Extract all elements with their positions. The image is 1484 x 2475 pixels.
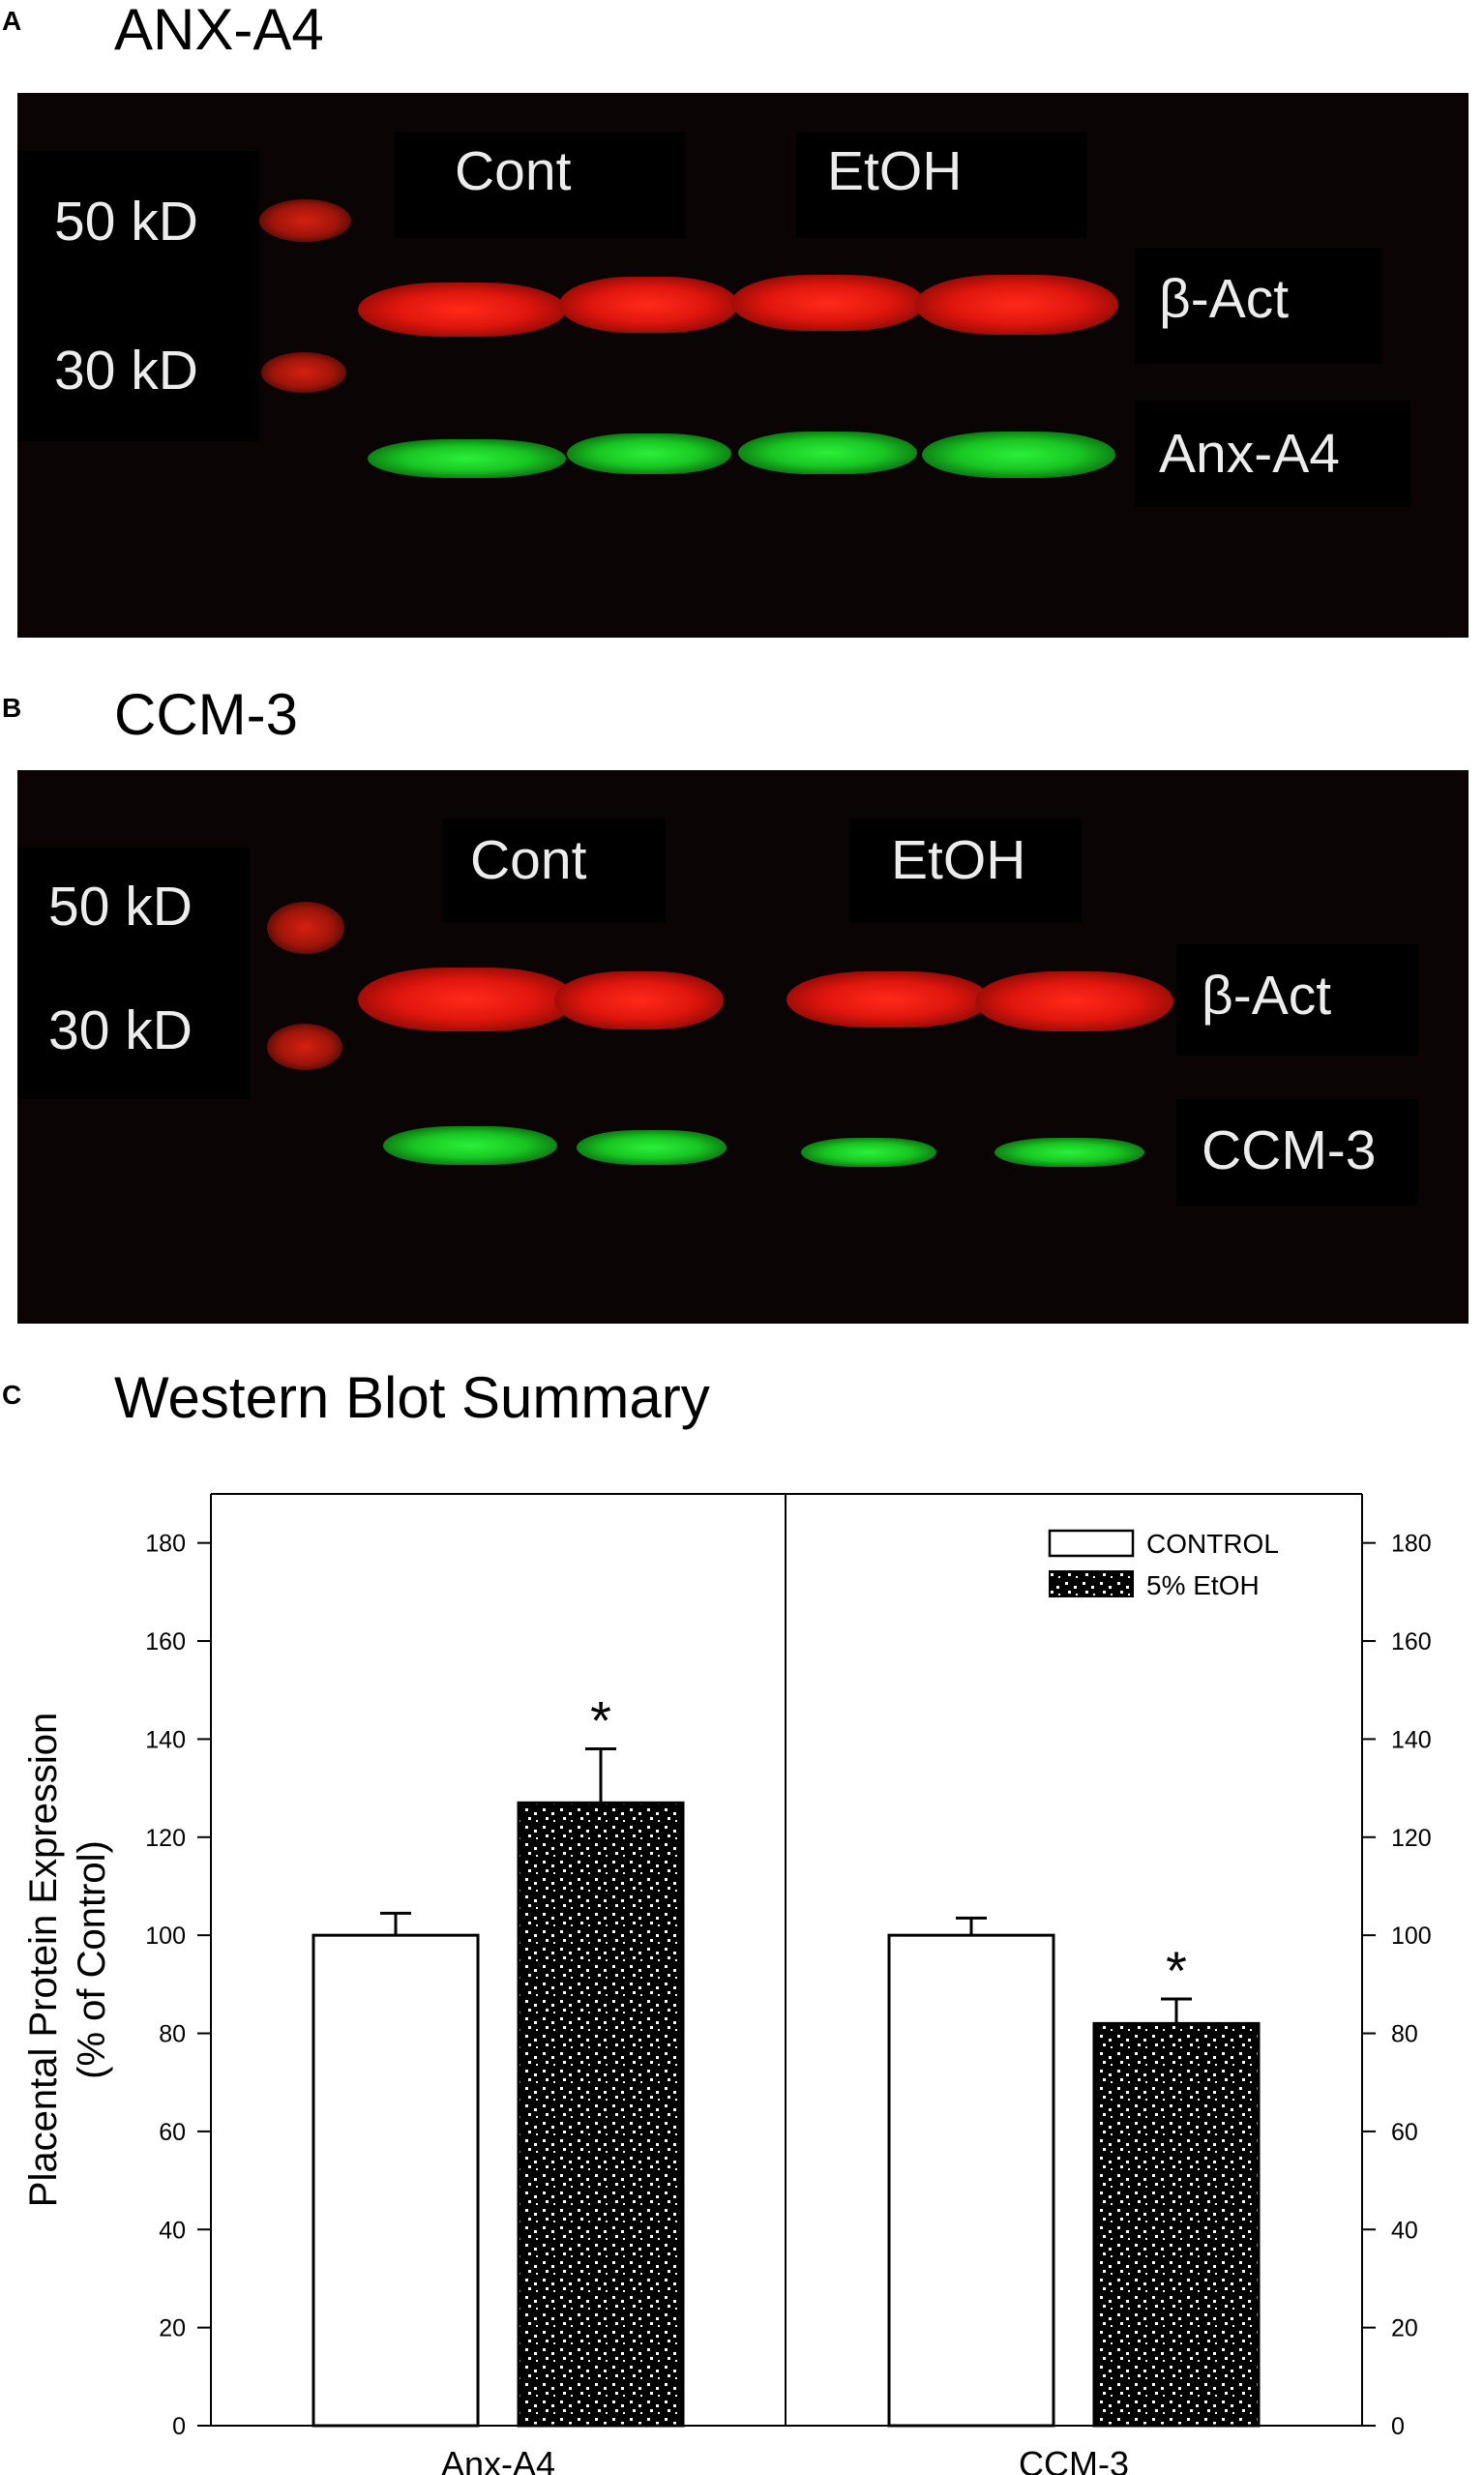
y-tick-label-right: 0 xyxy=(1391,2413,1405,2440)
y-tick-label-left: 40 xyxy=(159,2217,186,2244)
y-tick-label-right: 40 xyxy=(1391,2217,1418,2244)
label-backdrop xyxy=(1135,401,1410,507)
group-label-cont: Cont xyxy=(455,140,572,202)
group-label-etoh: EtOH xyxy=(891,829,1026,891)
y-tick-label-left: 180 xyxy=(145,1531,186,1558)
legend-swatch-control xyxy=(1048,1529,1135,1558)
y-tick-label-right: 180 xyxy=(1391,1531,1432,1558)
band-label-actin: β-Act xyxy=(1202,965,1332,1027)
y-tick-label-left: 0 xyxy=(172,2413,186,2440)
actin-band xyxy=(358,968,576,1031)
y-tick-label-left: 60 xyxy=(159,2119,186,2146)
bar xyxy=(1092,2021,1261,2428)
bar-chart: 0 20 40 60 80 100 120 140 160 180 0 20 40 60 80 100 120 1… xyxy=(22,1493,1432,2475)
ladder-band-50 xyxy=(259,199,351,242)
y-tick-label-right: 160 xyxy=(1391,1628,1432,1655)
band-label-actin: β-Act xyxy=(1159,268,1290,330)
target-band xyxy=(383,1126,557,1165)
target-band xyxy=(368,439,566,478)
bar xyxy=(887,1933,1055,2428)
legend-label-etoh: 5% EtOH xyxy=(1146,1570,1260,1600)
target-band xyxy=(922,432,1115,478)
y-tick-label-left: 140 xyxy=(145,1726,186,1753)
target-band xyxy=(801,1138,936,1167)
label-backdrop xyxy=(1176,944,1418,1056)
y-tick-label-left: 160 xyxy=(145,1628,186,1655)
y-tick-label-left: 100 xyxy=(145,1923,186,1950)
y-tick-label-right: 60 xyxy=(1391,2119,1418,2146)
bar xyxy=(312,1933,480,2428)
target-band xyxy=(577,1130,727,1165)
y-tick-label-left: 20 xyxy=(159,2315,186,2342)
actin-band xyxy=(358,283,566,337)
legend-label-control: CONTROL xyxy=(1146,1529,1279,1559)
label-backdrop xyxy=(17,151,259,441)
y-tick-label-left: 120 xyxy=(145,1825,186,1852)
x-category-label: CCM-3 xyxy=(1019,2444,1129,2475)
actin-band xyxy=(975,971,1173,1031)
label-backdrop xyxy=(1176,1099,1418,1206)
marker-30kd: 30 kD xyxy=(48,999,193,1061)
label-backdrop xyxy=(796,132,1086,238)
blot-image-anx-a4: 50 kD 30 kD Cont EtOH β-Act Anx-A4 xyxy=(17,93,1469,638)
actin-band xyxy=(559,277,738,333)
marker-30kd: 30 kD xyxy=(54,340,198,402)
label-backdrop xyxy=(17,848,250,1099)
panel-c-letter: C xyxy=(2,1380,22,1410)
label-backdrop xyxy=(443,819,666,923)
significance-marker: * xyxy=(590,1690,611,1751)
y-tick-label-right: 20 xyxy=(1391,2315,1418,2342)
ladder-band-30 xyxy=(267,1024,342,1070)
panel-c-title: Western Blot Summary xyxy=(114,1365,710,1430)
band-label-target: CCM-3 xyxy=(1202,1119,1377,1181)
ladder-band-30 xyxy=(261,352,346,393)
marker-50kd: 50 kD xyxy=(54,191,198,253)
legend-swatch-etoh xyxy=(1049,1570,1134,1597)
y-tick-label-right: 100 xyxy=(1391,1923,1432,1950)
blot-image-ccm-3: 50 kD 30 kD Cont EtOH β-Act CCM-3 xyxy=(17,770,1469,1324)
y-axis-label-units: (% of Control) xyxy=(71,1840,113,2079)
significance-marker: * xyxy=(1166,1940,1187,2001)
marker-50kd: 50 kD xyxy=(48,876,193,938)
actin-band xyxy=(787,971,990,1028)
group-label-etoh: EtOH xyxy=(827,140,963,202)
target-band xyxy=(738,432,917,474)
panel-a-title: ANX-A4 xyxy=(114,0,324,62)
actin-band xyxy=(915,275,1118,335)
target-band xyxy=(994,1138,1144,1167)
y-tick-label-right: 120 xyxy=(1391,1825,1432,1852)
y-tick-label-right: 140 xyxy=(1391,1726,1432,1753)
ladder-band-50 xyxy=(267,902,344,954)
target-band xyxy=(567,433,731,474)
panel-b-letter: B xyxy=(2,693,22,723)
y-tick-label-left: 80 xyxy=(159,2021,186,2048)
actin-band xyxy=(554,971,724,1029)
label-backdrop xyxy=(1135,248,1381,364)
bar xyxy=(517,1801,685,2428)
group-label-cont: Cont xyxy=(470,829,587,891)
actin-band xyxy=(731,275,925,331)
panel-a-letter: A xyxy=(2,6,22,36)
panel-b-title: CCM-3 xyxy=(114,682,298,747)
band-label-target: Anx-A4 xyxy=(1159,423,1340,485)
label-backdrop xyxy=(849,819,1082,923)
label-backdrop xyxy=(395,132,685,238)
y-axis-label: Placental Protein Expression xyxy=(22,1713,65,2207)
y-tick-label-right: 80 xyxy=(1391,2021,1418,2048)
x-category-label: Anx-A4 xyxy=(441,2444,555,2475)
